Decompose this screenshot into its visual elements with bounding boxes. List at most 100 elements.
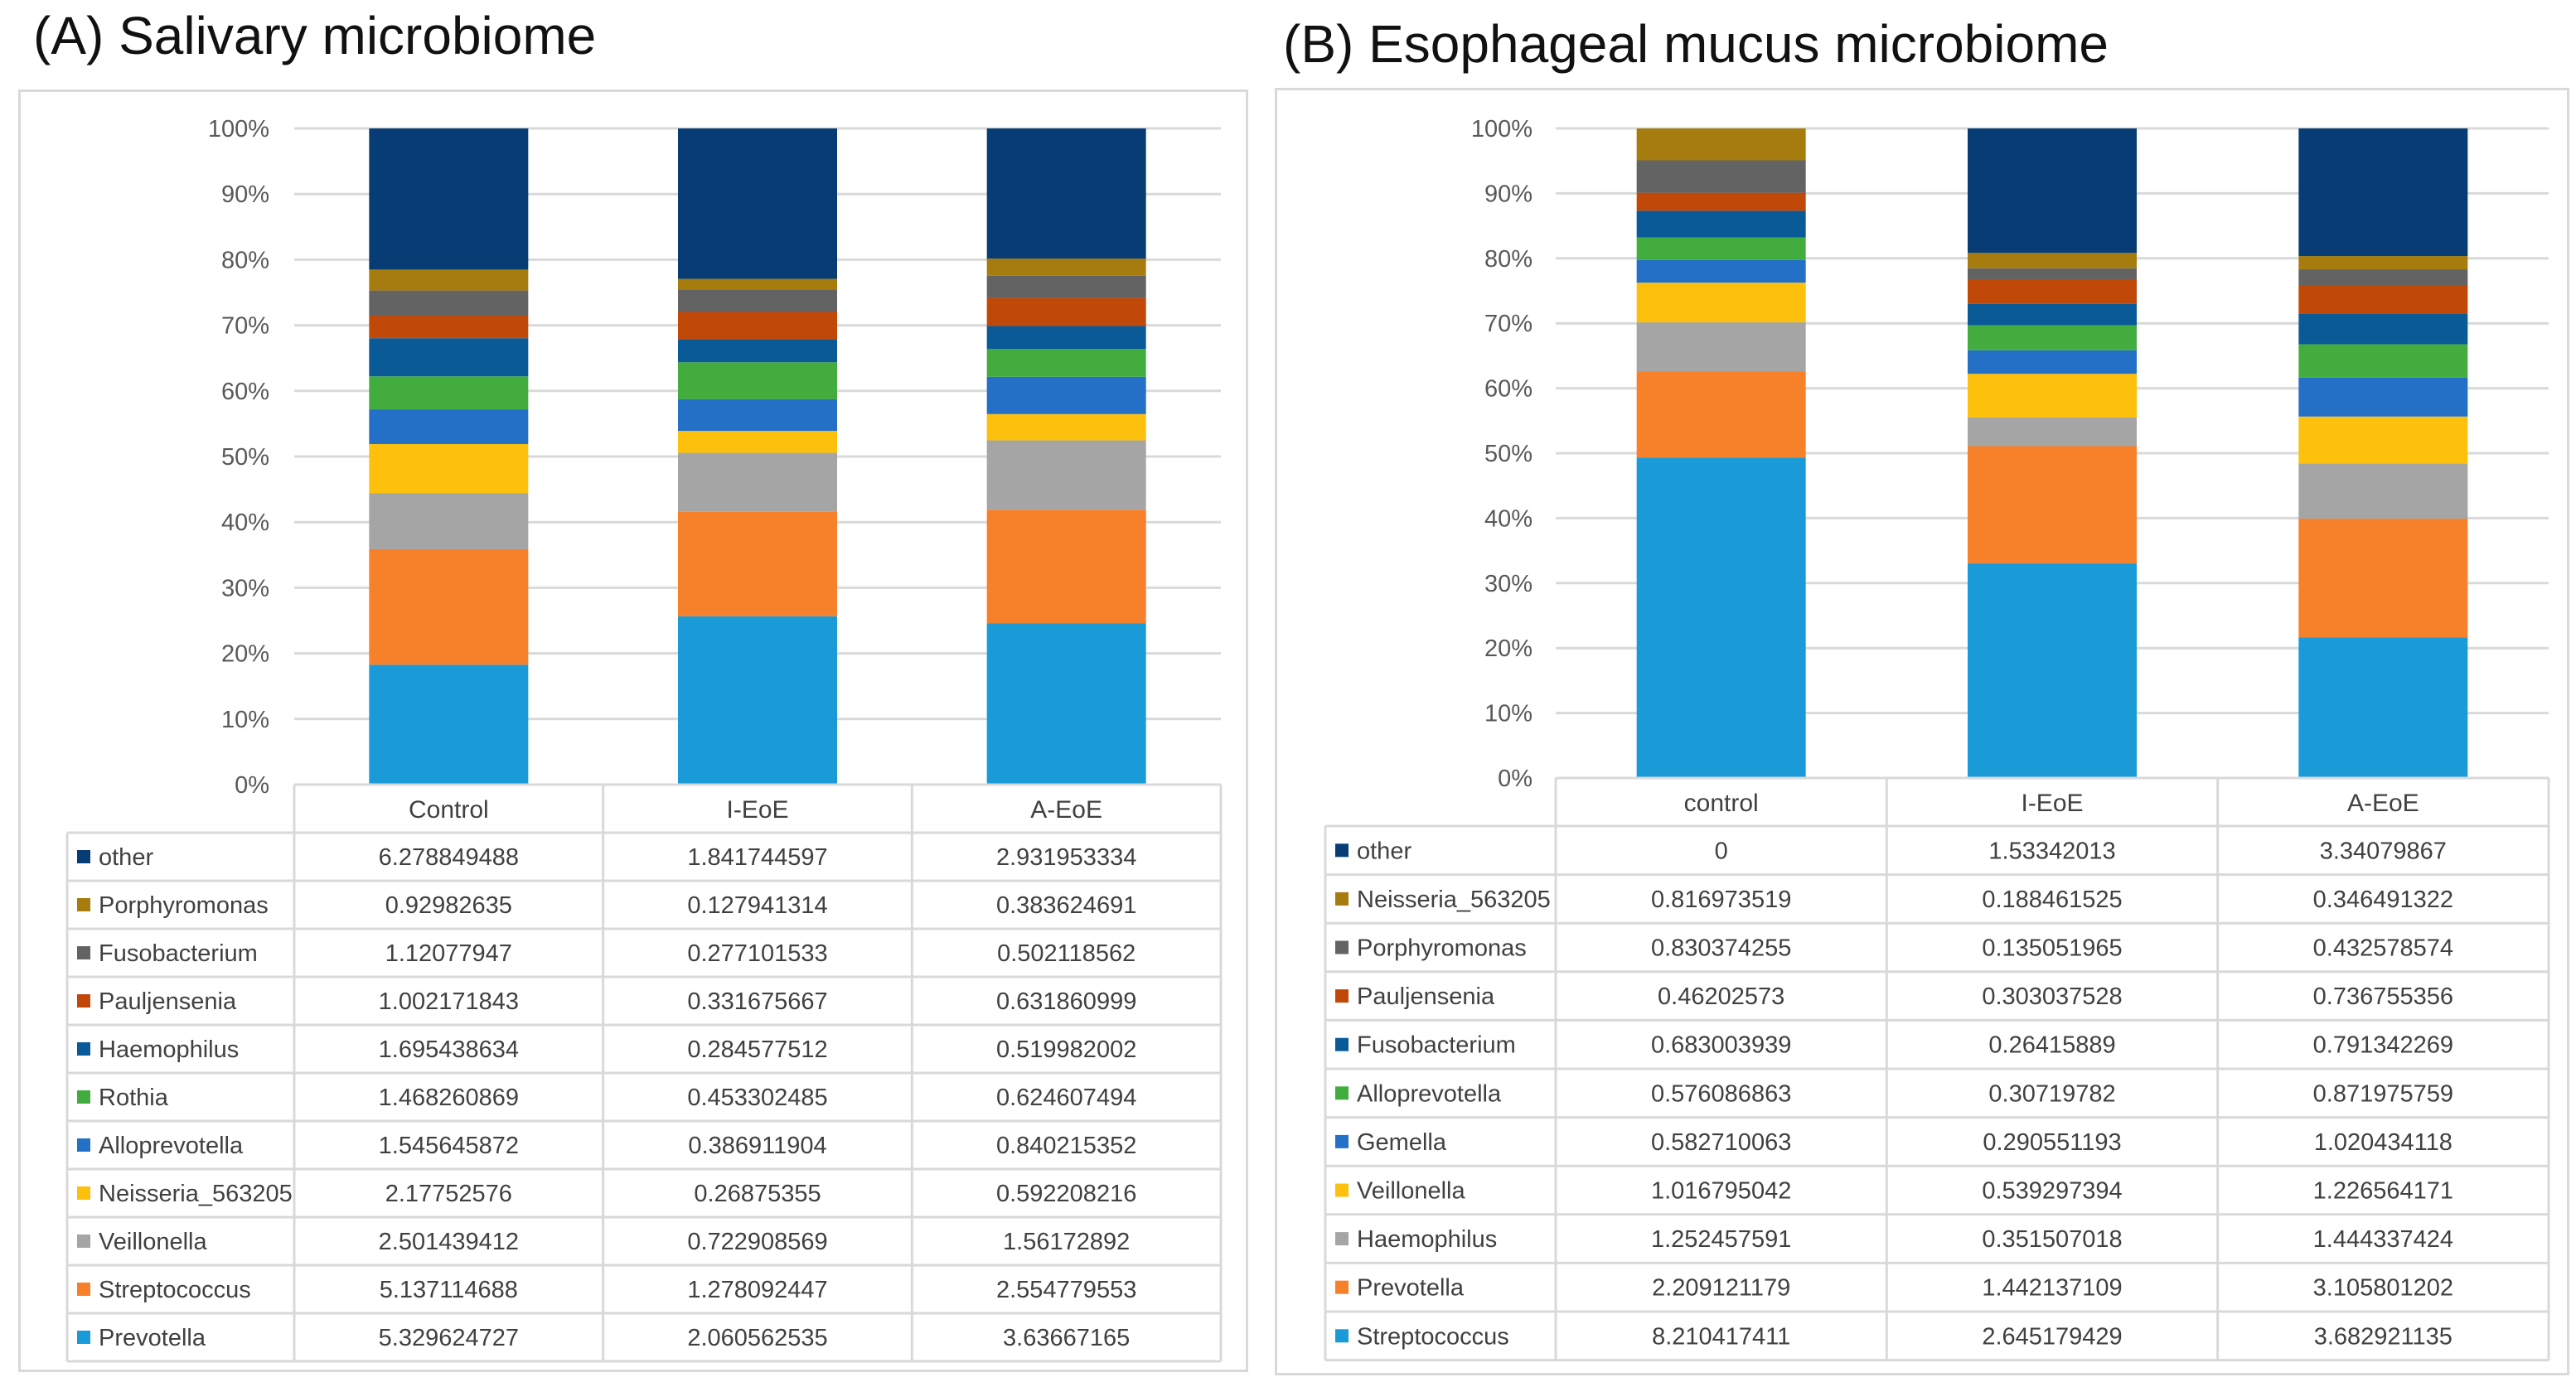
table-cell: 0.386911904 — [688, 1133, 826, 1159]
bar-segment-other — [369, 128, 529, 270]
bar-segment-streptococcus — [1968, 563, 2137, 778]
esophageal-stacked-bar-chart: 0% 10% 20% 30% 40% 50% 60% 70% 80% 90% 100% control… — [1324, 116, 2550, 1362]
table-cell: 0 — [1715, 838, 1728, 864]
table-cell: 0.502118562 — [997, 940, 1135, 967]
bar-segment-prevotella — [369, 664, 529, 785]
legend-swatch — [77, 1138, 90, 1152]
series-label: Fusobacterium — [1357, 1032, 1516, 1059]
category-label: I-EoE — [2021, 790, 2083, 817]
bar-segment-fusobacterium — [2298, 313, 2468, 345]
table-cell: 3.63667165 — [1003, 1325, 1130, 1351]
bar-segment-alloprevotella — [1968, 325, 2137, 350]
bar-segment-veillonella — [1636, 283, 1806, 323]
y-tick-label: 10% — [221, 707, 269, 733]
legend-swatch — [1335, 989, 1349, 1003]
bar-segment-neisseria-563205 — [1636, 128, 1806, 161]
table-cell: 1.002171843 — [379, 988, 519, 1015]
panel-b-title: (B) Esophageal mucus microbiome — [1283, 14, 2109, 74]
table-cell: 0.284577512 — [687, 1036, 827, 1063]
legend-swatch — [77, 850, 90, 863]
series-label: Veillonella — [99, 1229, 207, 1255]
legend-swatch — [1335, 1037, 1349, 1051]
legend-swatch — [1335, 1280, 1349, 1294]
legend-swatch — [1335, 1134, 1349, 1148]
bar-segment-streptococcus — [1636, 457, 1806, 778]
series-label: Neisseria_563205 — [1357, 887, 1551, 913]
series-label: Alloprevotella — [1357, 1080, 1502, 1107]
salivary-chart-panel: 0% 10% 20% 30% 40% 50% 60% 70% 80% 90% 100% Control… — [18, 89, 1248, 1372]
table-cell: 2.060562535 — [687, 1325, 827, 1351]
bar-segment-streptococcus — [369, 548, 529, 665]
bar-segment-gemella — [2298, 377, 2468, 417]
bar-segment-veillonella — [986, 440, 1146, 510]
bar-segment-gemella — [1636, 259, 1806, 283]
table-cell: 1.53342013 — [1988, 838, 2115, 864]
bar-segment-haemophilus — [678, 339, 837, 363]
y-tick-label: 80% — [1484, 246, 1533, 273]
series-label: Porphyromonas — [1357, 935, 1527, 962]
table-cell: 0.576086863 — [1651, 1080, 1791, 1107]
table-cell: 0.277101533 — [687, 940, 827, 967]
bar-segment-pauljensenia — [2298, 285, 2468, 314]
table-cell: 5.137114688 — [380, 1277, 518, 1303]
series-label: Prevotella — [99, 1325, 206, 1351]
legend-swatch — [77, 994, 90, 1008]
table-cell: 0.26415889 — [1988, 1032, 2115, 1059]
bar-segment-pauljensenia — [986, 297, 1146, 326]
table-cell: 0.331675667 — [687, 988, 827, 1015]
table-cell: 2.501439412 — [379, 1229, 519, 1255]
table-cell: 1.442137109 — [1982, 1275, 2122, 1302]
legend-swatch — [77, 1042, 90, 1056]
y-tick-label: 0% — [235, 772, 269, 799]
table-cell: 1.278092447 — [687, 1277, 827, 1303]
bar-segment-alloprevotella — [369, 409, 529, 445]
table-cell: 0.188461525 — [1982, 887, 2122, 913]
table-cell: 1.56172892 — [1003, 1229, 1130, 1255]
legend-swatch — [1335, 1232, 1349, 1246]
bar-segment-haemophilus — [369, 338, 529, 377]
bar-segment-prevotella — [1968, 446, 2137, 563]
series-label: Haemophilus — [1357, 1226, 1497, 1253]
bar-segment-haemophilus — [1636, 322, 1806, 372]
table-cell: 8.210417411 — [1652, 1323, 1790, 1350]
table-cell: 0.92982635 — [385, 892, 512, 919]
bar-segment-pauljensenia — [678, 312, 837, 340]
table-cell: 0.351507018 — [1982, 1226, 2122, 1253]
y-tick-label: 100% — [1471, 116, 1533, 143]
table-cell: 0.127941314 — [687, 892, 827, 919]
bar-segment-pauljensenia — [1636, 192, 1806, 211]
bar-segment-streptococcus — [2298, 637, 2468, 778]
category-label: A-EoE — [1030, 796, 1102, 824]
table-cell: 0.346491322 — [2313, 887, 2453, 913]
bar-segment-prevotella — [678, 616, 837, 785]
y-tick-label: 50% — [221, 444, 269, 471]
table-cell: 0.582710063 — [1651, 1129, 1791, 1156]
bar-segment-neisseria-563205 — [2298, 256, 2468, 270]
table-cell: 6.278849488 — [379, 844, 519, 871]
table-cell: 2.554779553 — [996, 1277, 1136, 1303]
table-cell: 0.736755356 — [2313, 983, 2453, 1010]
table-cell: 0.871975759 — [2313, 1080, 2453, 1107]
table-cell: 0.683003939 — [1651, 1032, 1791, 1059]
table-cell: 1.016795042 — [1651, 1178, 1791, 1205]
series-label: Prevotella — [1357, 1275, 1465, 1302]
y-tick-label: 10% — [1484, 701, 1533, 727]
esophageal-chart-panel: 0% 10% 20% 30% 40% 50% 60% 70% 80% 90% 100% control… — [1275, 88, 2569, 1375]
table-cell: 1.444337424 — [2313, 1226, 2453, 1253]
table-cell: 0.840215352 — [996, 1133, 1136, 1159]
bar-segment-alloprevotella — [1636, 237, 1806, 260]
table-cell: 5.329624727 — [379, 1325, 519, 1351]
y-tick-label: 20% — [1484, 635, 1533, 662]
legend-swatch — [77, 1235, 90, 1248]
legend-swatch — [77, 1186, 90, 1200]
legend-swatch — [77, 1090, 90, 1104]
category-label: A-EoE — [2347, 790, 2419, 817]
y-tick-label: 60% — [221, 379, 269, 405]
legend-swatch — [1335, 843, 1349, 858]
y-tick-label: 50% — [1484, 441, 1533, 467]
table-cell: 0.624607494 — [996, 1085, 1136, 1111]
bar-segment-pauljensenia — [369, 316, 529, 339]
bar-segment-neisseria-563205 — [1968, 253, 2137, 268]
bar-segment-streptococcus — [678, 511, 837, 616]
bar-segment-neisseria-563205 — [678, 431, 837, 453]
